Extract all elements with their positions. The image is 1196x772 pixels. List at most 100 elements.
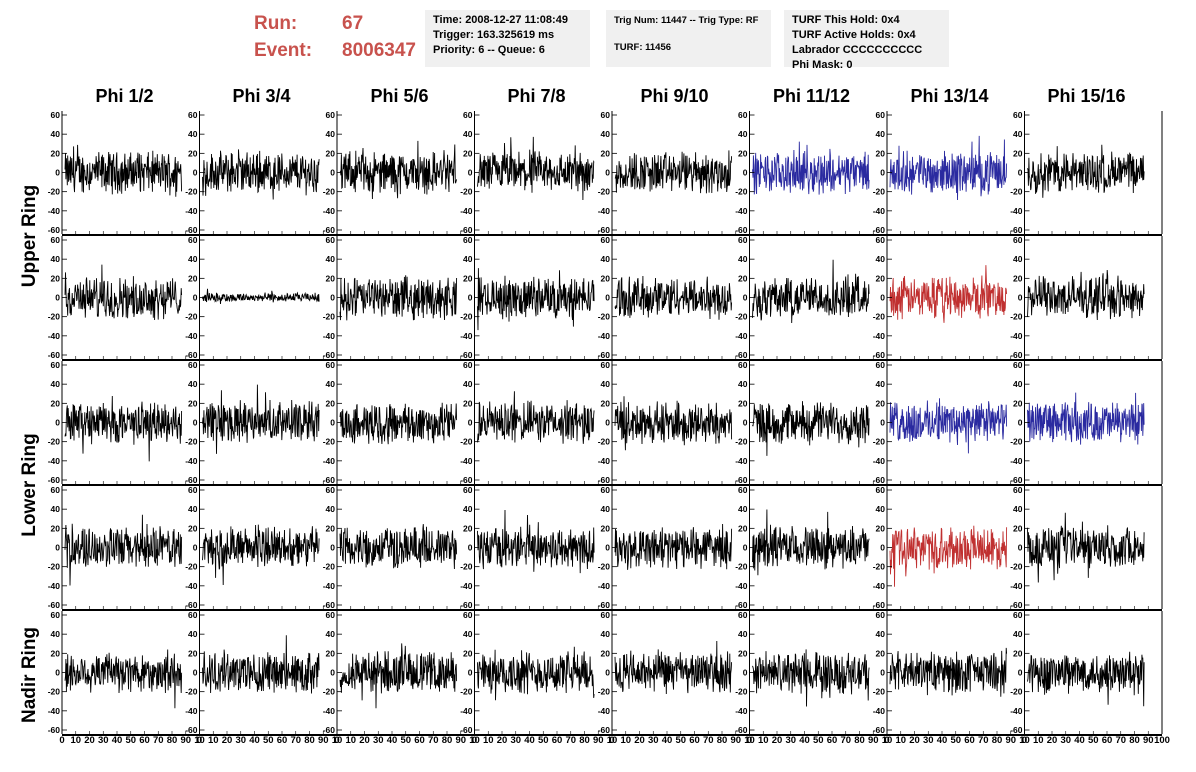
y-tick-label-r0-c6-0: 60 xyxy=(876,110,886,120)
x-tick-label-c6-9: 90 xyxy=(1005,735,1016,746)
y-tick-label-r4-c3-5: -40 xyxy=(460,706,473,716)
y-tick-label-r4-c7-6: -60 xyxy=(1010,725,1023,735)
y-tick-label-r1-c4-5: -40 xyxy=(598,331,611,341)
y-tick-label-r3-c3-0: 60 xyxy=(463,485,473,495)
y-tick-label-r3-c4-5: -40 xyxy=(598,581,611,591)
y-tick-label-r1-c1-5: -40 xyxy=(185,331,198,341)
y-tick-label-r1-c2-0: 60 xyxy=(326,235,336,245)
y-tick-label-r0-c6-3: 0 xyxy=(880,168,885,178)
y-tick-label-r2-c0-6: -60 xyxy=(48,475,61,485)
y-tick-label-r0-c6-1: 40 xyxy=(876,129,886,139)
x-tick-label-c5-9: 90 xyxy=(868,735,879,746)
y-tick-label-r1-c4-1: 40 xyxy=(601,254,611,264)
y-tick-label-r4-c4-6: -60 xyxy=(598,725,611,735)
event-value: 8006347 xyxy=(342,40,416,61)
y-tick-label-r0-c6-6: -60 xyxy=(873,225,886,235)
y-tick-label-r2-c5-3: 0 xyxy=(743,418,748,428)
time-text: Time: 2008-12-27 11:08:49 xyxy=(433,14,568,26)
x-tick-label-c1-8: 80 xyxy=(304,735,315,746)
y-tick-label-r2-c7-3: 0 xyxy=(1018,418,1023,428)
x-tick-label-c6-4: 40 xyxy=(937,735,948,746)
y-tick-label-r0-c2-0: 60 xyxy=(326,110,336,120)
y-tick-label-r1-c1-0: 60 xyxy=(188,235,198,245)
waveform-r4-c6 xyxy=(889,647,1008,697)
y-tick-label-r1-c2-6: -60 xyxy=(323,350,336,360)
y-tick-label-r3-c7-6: -60 xyxy=(1010,600,1023,610)
y-tick-label-r3-c4-2: 20 xyxy=(601,523,611,533)
x-tick-label-c1-3: 30 xyxy=(235,735,246,746)
y-tick-label-r4-c4-4: -20 xyxy=(598,687,611,697)
y-tick-label-r4-c2-3: 0 xyxy=(330,668,335,678)
x-tick-label-c4-9: 90 xyxy=(730,735,741,746)
y-tick-label-r4-c3-0: 60 xyxy=(463,610,473,620)
y-tick-label-r3-c2-0: 60 xyxy=(326,485,336,495)
column-label-2: Phi 5/6 xyxy=(370,86,429,106)
y-tick-label-r0-c5-1: 40 xyxy=(738,129,748,139)
y-tick-label-r0-c2-3: 0 xyxy=(330,168,335,178)
x-tick-label-c7-8: 80 xyxy=(1129,735,1140,746)
y-tick-label-r3-c4-4: -20 xyxy=(598,562,611,572)
y-tick-label-r0-c0-0: 60 xyxy=(51,110,61,120)
y-tick-label-r0-c1-0: 60 xyxy=(188,110,198,120)
phi-mask-text: Phi Mask: 0 xyxy=(792,59,853,71)
y-tick-label-r2-c2-6: -60 xyxy=(323,475,336,485)
y-tick-label-r2-c3-0: 60 xyxy=(463,360,473,370)
y-tick-label-r4-c4-5: -40 xyxy=(598,706,611,716)
y-tick-label-r4-c5-4: -20 xyxy=(735,687,748,697)
y-tick-label-r4-c2-5: -40 xyxy=(323,706,336,716)
y-tick-label-r1-c3-0: 60 xyxy=(463,235,473,245)
waveform-r1-c5 xyxy=(752,259,870,324)
y-tick-label-r3-c4-1: 40 xyxy=(601,504,611,514)
y-tick-label-r3-c7-3: 0 xyxy=(1018,543,1023,553)
column-label-4: Phi 9/10 xyxy=(640,86,709,106)
y-tick-label-r2-c0-3: 0 xyxy=(55,418,60,428)
waveform-r0-c7 xyxy=(1027,144,1145,198)
y-tick-label-r2-c4-4: -20 xyxy=(598,437,611,447)
y-tick-label-r1-c1-3: 0 xyxy=(193,293,198,303)
y-tick-label-r4-c5-0: 60 xyxy=(738,610,748,620)
y-tick-label-r2-c1-3: 0 xyxy=(193,418,198,428)
y-tick-label-r4-c4-1: 40 xyxy=(601,629,611,639)
y-tick-label-r1-c7-2: 20 xyxy=(1013,273,1023,283)
y-tick-label-r0-c3-6: -60 xyxy=(460,225,473,235)
y-tick-label-r1-c3-3: 0 xyxy=(468,293,473,303)
waveform-r2-c5 xyxy=(752,401,870,456)
y-tick-label-r4-c6-6: -60 xyxy=(873,725,886,735)
y-tick-label-r1-c6-1: 40 xyxy=(876,254,886,264)
y-tick-label-r0-c7-0: 60 xyxy=(1013,110,1023,120)
x-tick-label-c0-4: 40 xyxy=(112,735,123,746)
x-tick-label-c6-7: 70 xyxy=(978,735,989,746)
y-tick-label-r3-c6-3: 0 xyxy=(880,543,885,553)
y-tick-label-r0-c0-4: -20 xyxy=(48,187,61,197)
y-tick-label-r1-c7-0: 60 xyxy=(1013,235,1023,245)
y-tick-label-r3-c7-0: 60 xyxy=(1013,485,1023,495)
x-tick-label-c1-10: 10 xyxy=(332,735,343,746)
y-tick-label-r2-c5-6: -60 xyxy=(735,475,748,485)
y-tick-label-r3-c2-5: -40 xyxy=(323,581,336,591)
y-tick-label-r0-c3-5: -40 xyxy=(460,206,473,216)
y-tick-label-r2-c4-3: 0 xyxy=(605,418,610,428)
y-tick-label-r0-c5-4: -20 xyxy=(735,187,748,197)
x-tick-label-c4-2: 20 xyxy=(634,735,645,746)
x-tick-label-c0-3: 30 xyxy=(98,735,109,746)
y-tick-label-r0-c4-6: -60 xyxy=(598,225,611,235)
x-tick-label-c7-2: 20 xyxy=(1047,735,1058,746)
x-tick-label-c1-2: 20 xyxy=(222,735,233,746)
waveform-r1-c6 xyxy=(889,265,1008,323)
y-tick-label-r1-c0-2: 20 xyxy=(51,273,61,283)
y-tick-label-r2-c5-4: -20 xyxy=(735,437,748,447)
waveform-r3-c0 xyxy=(64,514,183,586)
y-tick-label-r2-c5-0: 60 xyxy=(738,360,748,370)
y-tick-label-r0-c6-2: 20 xyxy=(876,148,886,158)
y-tick-label-r1-c6-3: 0 xyxy=(880,293,885,303)
x-tick-label-c2-9: 90 xyxy=(455,735,466,746)
waveform-r1-c0 xyxy=(64,264,183,321)
y-tick-label-r2-c7-5: -40 xyxy=(1010,456,1023,466)
y-tick-label-r4-c4-2: 20 xyxy=(601,648,611,658)
y-tick-label-r3-c6-0: 60 xyxy=(876,485,886,495)
y-tick-label-r0-c0-2: 20 xyxy=(51,148,61,158)
x-tick-label-c6-5: 50 xyxy=(950,735,961,746)
waveform-r3-c4 xyxy=(614,523,733,570)
y-tick-label-r3-c6-6: -60 xyxy=(873,600,886,610)
y-tick-label-r3-c5-1: 40 xyxy=(738,504,748,514)
